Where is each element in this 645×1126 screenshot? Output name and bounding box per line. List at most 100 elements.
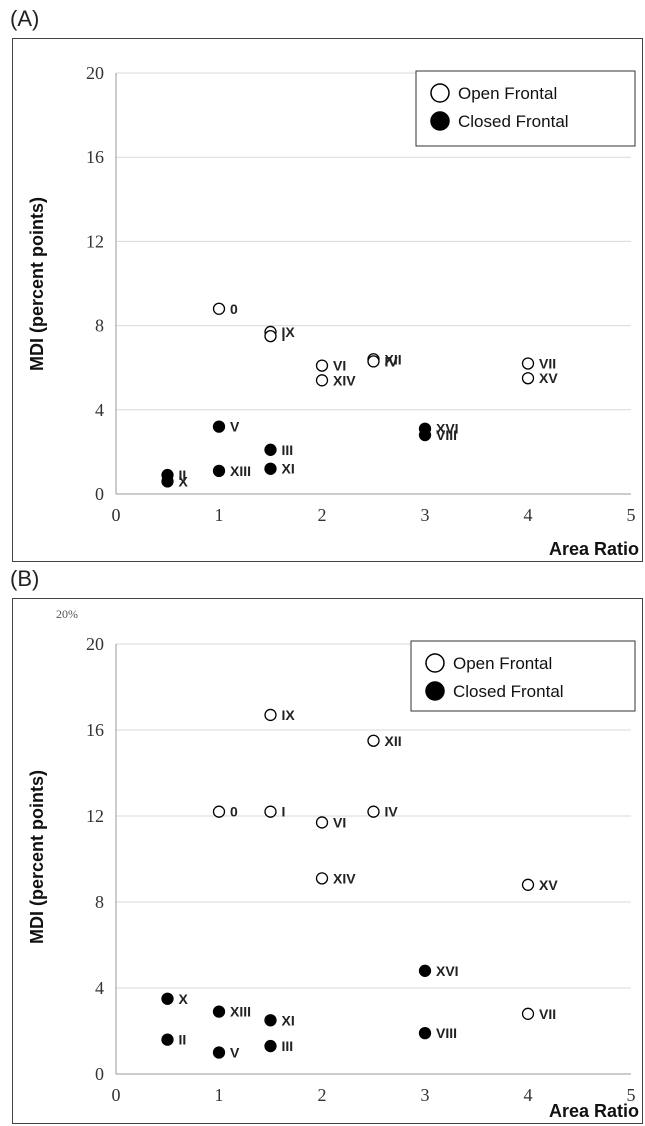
chart-a-point-label: XVI — [436, 421, 459, 437]
chart-b-x-tick-label: 3 — [421, 1085, 430, 1105]
chart-a-point-closed-III — [264, 443, 277, 456]
chart-a-point-open-XIV — [315, 374, 329, 387]
chart-b-point-label: 0 — [230, 804, 238, 820]
chart-a-y-tick-label: 8 — [95, 316, 104, 336]
chart-b-point-closed-V — [212, 1046, 226, 1059]
chart-a-point-open-VI — [315, 359, 329, 372]
chart-a-point-label: VII — [539, 355, 556, 371]
chart-a-legend-entry: Open Frontal — [458, 84, 557, 103]
chart-a-point-open-VII — [521, 357, 535, 370]
chart-b-y-tick-label: 4 — [95, 978, 104, 998]
chart-b-point-label: I — [282, 804, 286, 820]
chart-b-point-label: XV — [539, 877, 558, 893]
chart-a-point-open-0 — [212, 302, 226, 315]
chart-a-point-label: III — [282, 442, 294, 458]
chart-b-x-tick-label: 2 — [318, 1085, 327, 1105]
chart-a-x-tick-label: 3 — [421, 505, 430, 525]
chart-b-point-closed-III — [264, 1039, 277, 1053]
chart-a-y-tick-label: 16 — [86, 147, 104, 167]
chart-b-y-tick-label: 20 — [86, 634, 104, 654]
chart-b-point-closed-II — [161, 1033, 174, 1046]
chart-b-y-tick-label: 16 — [86, 720, 104, 740]
chart-a-y-tick-label: 20 — [86, 63, 104, 83]
chart-a-point-label: XIII — [230, 463, 251, 479]
chart-a-x-tick-label: 2 — [318, 505, 327, 525]
chart-a-legend-entry: Closed Frontal — [458, 112, 569, 131]
chart-a-point-closed-XI — [264, 462, 277, 475]
chart-a-point-label: I — [282, 328, 286, 344]
chart-b-y-tick-label: 12 — [86, 806, 104, 826]
chart-a-point-label: VIII — [436, 427, 457, 443]
chart-a-point-label: II — [179, 467, 187, 483]
chart-a-point-open-XV — [521, 372, 535, 385]
chart-b-point-closed-XIII — [212, 1005, 226, 1018]
chart-b-point-label: X — [179, 991, 189, 1007]
chart-a-point-label: VI — [333, 358, 346, 374]
panel-a-label: (A) — [10, 6, 40, 31]
chart-b-point-closed-X — [161, 992, 174, 1005]
chart-b-point-open-XV — [521, 878, 535, 891]
chart-b-point-label: IX — [282, 707, 296, 723]
chart-b-point-label: XII — [385, 733, 402, 749]
chart-b-y-tick-label: 8 — [95, 892, 104, 912]
chart-b-point-closed-VIII — [418, 1026, 432, 1040]
chart-b-point-label: VII — [539, 1006, 556, 1022]
chart-a-y-tick-label: 4 — [95, 400, 104, 420]
chart-b-point-open-VI — [315, 816, 329, 829]
chart-a-point-label: XV — [539, 370, 558, 386]
chart-b-point-label: V — [230, 1045, 240, 1061]
chart-a-x-tick-label: 1 — [215, 505, 224, 525]
chart-b-point-open-IV — [367, 805, 380, 818]
chart-b-cropped-tick-text: 20% — [56, 607, 78, 621]
chart-b-frame: 0 4 8 12 16 20 0 1 2 3 4 5 20% Area Ratio MDI (percent… — [12, 598, 643, 1124]
chart-b-point-label: VI — [333, 814, 346, 830]
chart-a-point-label: X — [179, 473, 189, 489]
chart-b-point-open-I — [264, 805, 277, 818]
chart-a-y-tick-label: 12 — [86, 231, 104, 251]
chart-a-point-label: XII — [385, 351, 402, 367]
chart-a-point-open-I — [264, 329, 277, 343]
chart-b-point-label: III — [282, 1038, 294, 1054]
chart-a-point-label: IV — [385, 353, 399, 369]
chart-a-point-label: XI — [282, 461, 295, 477]
chart-b-legend-marker — [425, 653, 445, 673]
chart-a-x-tick-label: 4 — [524, 505, 533, 525]
chart-b-point-label: IV — [385, 804, 399, 820]
chart-b-x-tick-label: 0 — [112, 1085, 121, 1105]
chart-a-x-tick-label: 0 — [112, 505, 121, 525]
chart-a-frame: 0 4 8 12 16 20 0 1 2 3 4 5 Area Ratio MDI (percent po… — [12, 38, 643, 562]
chart-b-y-axis-label: MDI (percent points) — [27, 770, 47, 944]
chart-b-legend-entry: Open Frontal — [453, 654, 552, 673]
chart-b-point-open-0 — [212, 805, 226, 818]
chart-b-point-open-VII — [521, 1007, 535, 1020]
chart-b-point-open-XIV — [315, 872, 329, 885]
chart-b-point-label: XIV — [333, 870, 356, 886]
chart-b-x-tick-label: 5 — [627, 1085, 636, 1105]
chart-b-x-tick-label: 1 — [215, 1085, 224, 1105]
chart-a-point-closed-XIII — [212, 464, 226, 477]
chart-b-point-label: XI — [282, 1012, 295, 1028]
chart-b-point-label: XVI — [436, 963, 459, 979]
chart-a-legend — [415, 70, 636, 147]
chart-b-legend-marker — [425, 681, 445, 701]
chart-a-legend-marker — [430, 83, 450, 103]
chart-b-x-tick-label: 4 — [524, 1085, 533, 1105]
chart-a-point-closed-VIII — [418, 428, 432, 442]
chart-a-point-open-IV — [367, 355, 380, 368]
chart-a-point-closed-X — [161, 475, 174, 488]
chart-b-x-axis-label: Area Ratio — [549, 1101, 639, 1121]
chart-a-point-label: V — [230, 419, 240, 435]
chart-a-x-axis-label: Area Ratio — [549, 539, 639, 559]
chart-a-y-tick-label: 0 — [95, 484, 104, 504]
chart-a-x-tick-label: 5 — [627, 505, 636, 525]
chart-b-point-label: II — [179, 1032, 187, 1048]
chart-a-point-label: IX — [282, 324, 296, 340]
chart-b-point-closed-XI — [264, 1014, 277, 1027]
chart-b-legend-entry: Closed Frontal — [453, 682, 564, 701]
chart-b-point-label: VIII — [436, 1025, 457, 1041]
chart-b-point-label: XIII — [230, 1004, 251, 1020]
chart-b-point-open-IX — [264, 708, 277, 722]
chart-b-y-tick-label: 0 — [95, 1064, 104, 1084]
